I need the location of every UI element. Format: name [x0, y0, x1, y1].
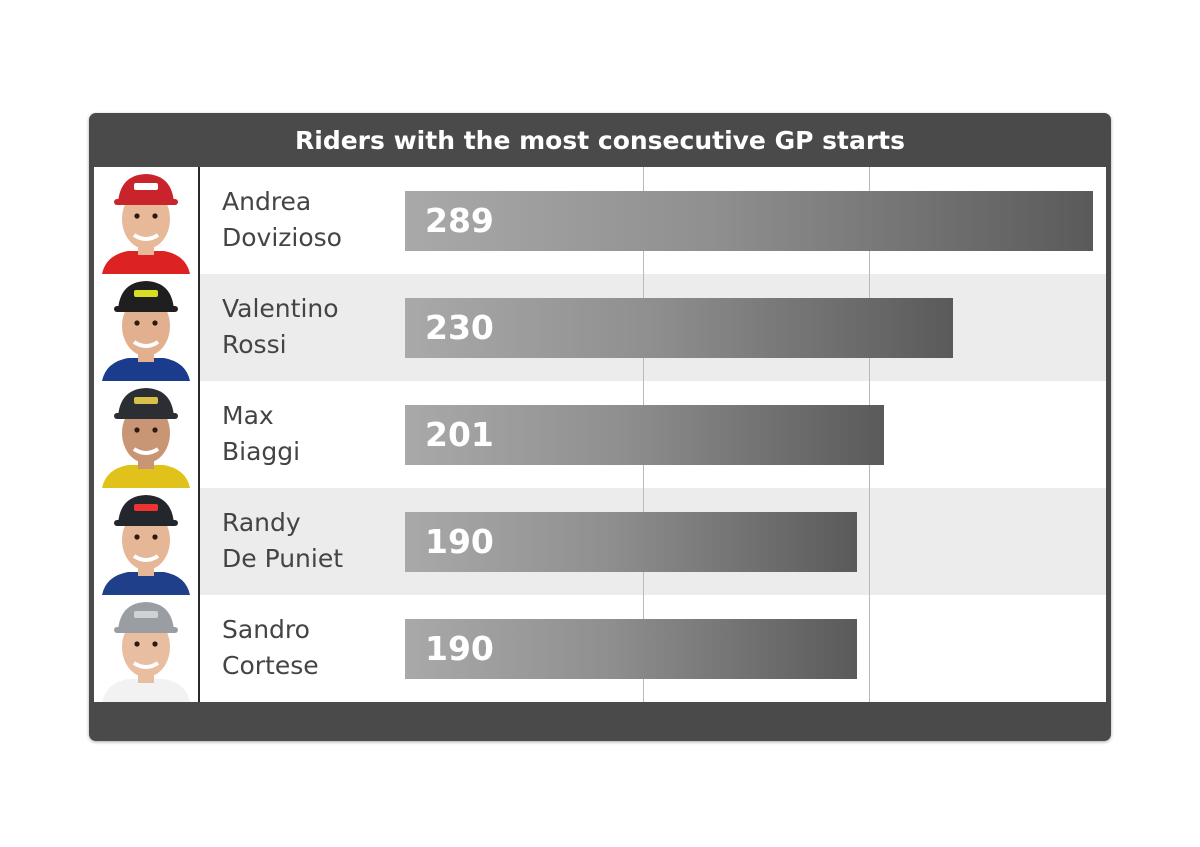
rider-first-name: Randy [222, 508, 301, 537]
rider-last-name: De Puniet [222, 544, 344, 573]
bar-value-label: 230 [425, 308, 494, 347]
rider-name: Randy De Puniet [222, 505, 343, 577]
bar-value-label: 289 [425, 201, 494, 240]
bar: 190 [405, 619, 858, 679]
bar-value-label: 190 [425, 522, 494, 561]
bar: 289 [405, 191, 1093, 251]
rider-first-name: Max [222, 401, 274, 430]
bar: 190 [405, 512, 858, 572]
chart-title: Riders with the most consecutive GP star… [295, 125, 905, 155]
rider-first-name: Andrea [222, 187, 312, 216]
bar: 201 [405, 405, 884, 465]
rider-1-photo [94, 167, 198, 274]
rider-name: Max Biaggi [222, 398, 300, 470]
rider-5-photo [94, 595, 198, 702]
rider-name: Sandro Cortese [222, 612, 319, 684]
rider-2-photo [94, 274, 198, 381]
rider-name: Andrea Dovizioso [222, 184, 342, 256]
rider-first-name: Valentino [222, 294, 339, 323]
rider-last-name: Biaggi [222, 437, 301, 466]
rider-first-name: Sandro [222, 615, 310, 644]
chart-card: Riders with the most consecutive GP star… [89, 113, 1111, 741]
rider-last-name: Rossi [222, 330, 287, 359]
rider-last-name: Dovizioso [222, 223, 342, 252]
bar: 230 [405, 298, 953, 358]
rider-last-name: Cortese [222, 651, 319, 680]
bar-value-label: 190 [425, 629, 494, 668]
photo-column [94, 167, 200, 702]
rider-4-photo [94, 488, 198, 595]
rider-name: Valentino Rossi [222, 291, 339, 363]
bar-value-label: 201 [425, 415, 494, 454]
chart-panel: Andrea Dovizioso 289 Valentino Rossi 230 Max Bi… [94, 167, 1106, 702]
rider-3-photo [94, 381, 198, 488]
